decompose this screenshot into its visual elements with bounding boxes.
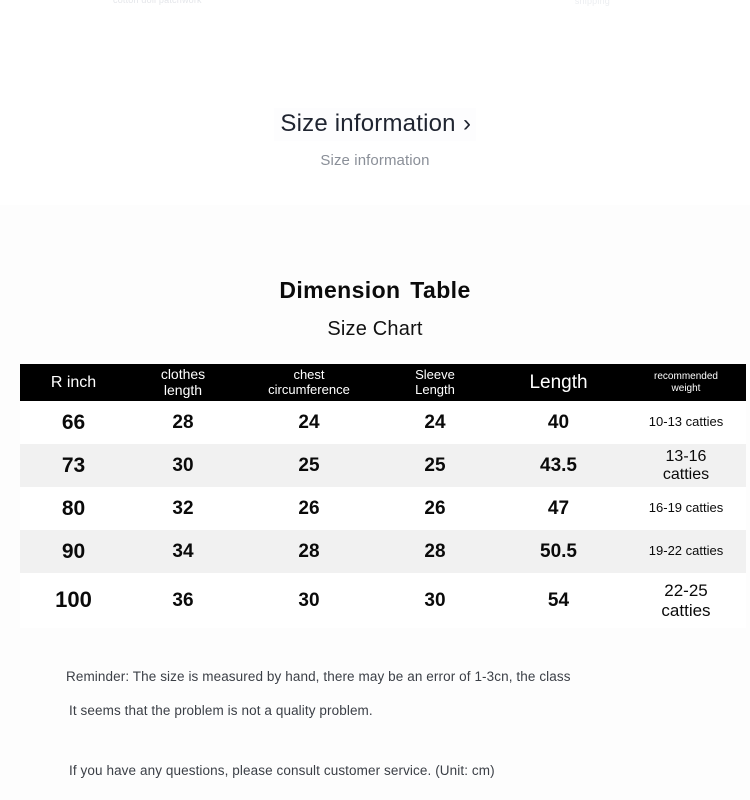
table-cell: 25 <box>424 454 446 476</box>
table-cell: 50.5 <box>540 540 577 562</box>
table-cell: 40 <box>547 411 570 433</box>
table-cell: 26 <box>424 497 446 519</box>
table-cell: 13-16 catties <box>662 447 710 483</box>
table-header-row: R inch clothes length chest circumferenc… <box>20 364 746 401</box>
table-cell: 90 <box>61 539 86 563</box>
table-cell: 19-22 catties <box>648 543 724 559</box>
table-cell: 47 <box>547 497 570 519</box>
column-header-chest-circumference: chest circumference <box>268 366 350 397</box>
page-title: Size information › <box>274 108 476 141</box>
table-cell: 80 <box>61 496 86 520</box>
table-cell: 54 <box>547 589 570 611</box>
table-cell: 28 <box>298 540 320 562</box>
size-chart-panel: Dimension Table Size Chart R inch clothe… <box>0 205 750 800</box>
table-cell: 28 <box>424 540 446 562</box>
table-body: 66 28 24 24 40 10-13 catties 73 30 25 25 43.5 13-16… <box>20 401 746 628</box>
size-chart-subtitle: Size Chart <box>327 318 423 340</box>
size-table: R inch clothes length chest circumferenc… <box>20 364 746 628</box>
table-row: 100 36 30 30 54 22-25 catties <box>20 573 746 628</box>
column-header-clothes-length: clothes length <box>160 365 206 398</box>
table-cell: 10-13 catties <box>648 414 724 430</box>
column-header-sleeve-length: Sleeve Length <box>415 366 455 397</box>
notes-spacer <box>66 728 726 754</box>
table-row: 90 34 28 28 50.5 19-22 catties <box>20 530 746 573</box>
clipped-top-left-text: cotton doll patchwork <box>113 0 202 5</box>
table-row: 66 28 24 24 40 10-13 catties <box>20 401 746 444</box>
reminder-notes: Reminder: The size is measured by hand, … <box>66 660 726 788</box>
column-header-length: Length <box>529 371 588 393</box>
table-cell: 66 <box>61 410 86 434</box>
dimension-table-title-block: Dimension Table Size Chart <box>0 277 750 341</box>
table-cell: 30 <box>172 454 194 476</box>
table-cell: 26 <box>298 497 320 519</box>
dimension-table-title: Dimension Table <box>279 277 471 303</box>
table-cell: 73 <box>61 453 86 477</box>
page-title-text: Size information <box>280 110 456 137</box>
table-row: 73 30 25 25 43.5 13-16 catties <box>20 444 746 487</box>
customer-service-note: If you have any questions, please consul… <box>69 763 495 778</box>
table-row: 80 32 26 26 47 16-19 catties <box>20 487 746 530</box>
table-cell: 43.5 <box>540 454 577 476</box>
table-cell: 24 <box>424 411 446 433</box>
table-cell: 28 <box>172 411 194 433</box>
table-cell: 30 <box>424 589 446 611</box>
table-cell: 30 <box>298 589 320 611</box>
table-cell: 36 <box>172 589 194 611</box>
table-cell: 25 <box>298 454 320 476</box>
size-information-heading-block: Size information › Size information <box>0 108 750 169</box>
table-cell: 22-25 catties <box>661 581 711 620</box>
clipped-top-right-text: shipping <box>574 0 610 6</box>
clipped-top-strip: cotton doll patchwork shipping <box>0 0 750 14</box>
page-title-clipped-glyph: › <box>462 110 472 137</box>
table-cell: 16-19 catties <box>648 500 724 516</box>
column-header-r-inch: R inch <box>50 373 97 391</box>
page-subtitle: Size information <box>320 152 430 169</box>
table-cell: 34 <box>172 540 194 562</box>
table-cell: 24 <box>298 411 320 433</box>
reminder-line-2: It seems that the problem is not a quali… <box>69 703 373 718</box>
table-cell: 100 <box>55 587 92 613</box>
table-cell: 32 <box>172 497 194 519</box>
column-header-recommended-weight: recommended weight <box>654 371 718 394</box>
reminder-line-1: Reminder: The size is measured by hand, … <box>66 669 571 684</box>
